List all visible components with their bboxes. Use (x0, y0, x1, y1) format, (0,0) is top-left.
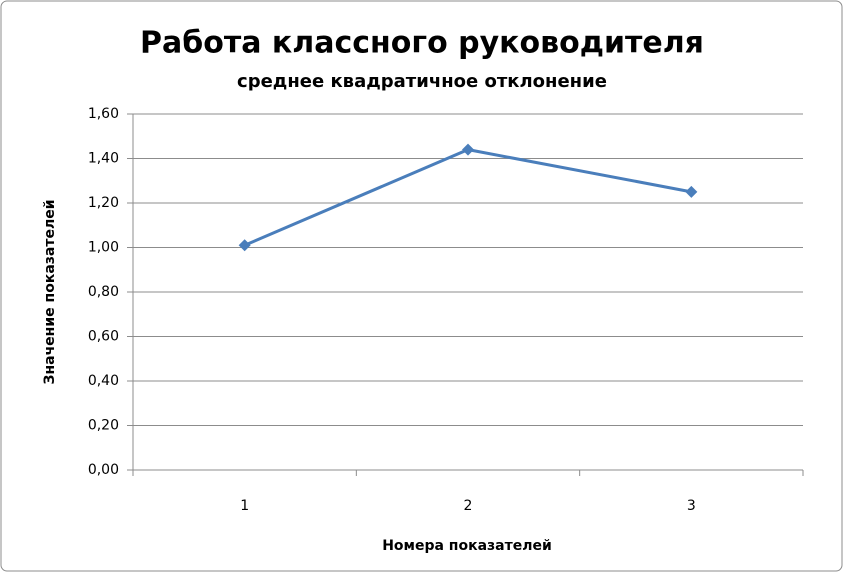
y-tick-label: 1,60 (88, 106, 119, 122)
y-tick-label: 1,00 (88, 240, 119, 256)
y-tick-label: 0,40 (88, 373, 119, 389)
marker (238, 239, 251, 252)
y-tick-label: 0,20 (88, 418, 119, 434)
y-tick-label: 0,00 (88, 462, 119, 478)
marker (462, 143, 474, 156)
x-tick-label: 1 (240, 498, 249, 514)
y-axis-label: Значение показателей (42, 199, 58, 384)
y-tick-label: 0,80 (88, 284, 119, 300)
y-tick-label: 0,60 (88, 329, 119, 345)
chart-title: Работа классного руководителя (140, 26, 704, 61)
y-tick-label: 1,20 (88, 195, 119, 211)
y-tick-label: 1,40 (88, 151, 119, 167)
chart-subtitle: среднее квадратичное отклонение (237, 71, 607, 92)
x-tick-label: 3 (687, 498, 696, 514)
marker (685, 185, 698, 198)
x-tick-label: 2 (464, 498, 473, 514)
x-axis-label: Номера показателей (382, 538, 552, 554)
